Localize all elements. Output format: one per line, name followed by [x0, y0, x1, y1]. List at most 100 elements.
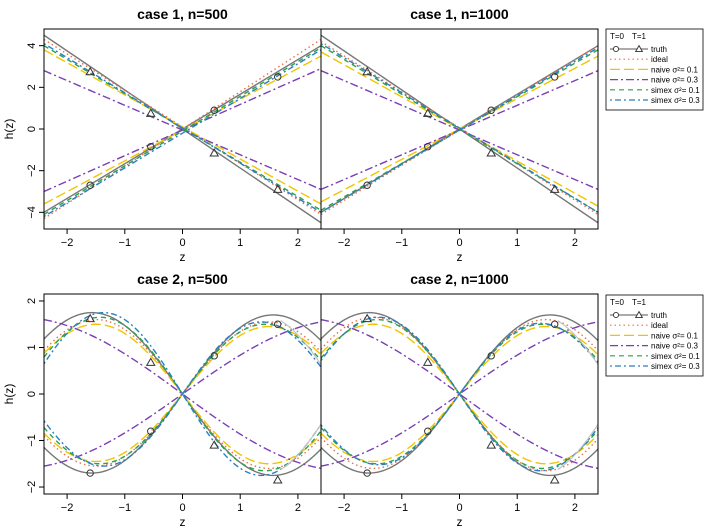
panel-title: case 1, n=500	[137, 6, 228, 22]
series-line	[44, 70, 321, 191]
circle-marker	[363, 181, 371, 189]
legend-label: naive σ²= 0.3	[651, 342, 699, 351]
plot-area	[321, 311, 598, 484]
series-line	[321, 321, 598, 467]
y-tick-label: 1	[26, 344, 38, 350]
x-tick-label: −1	[119, 237, 132, 249]
x-axis-label: z	[180, 250, 186, 264]
series-line	[280, 320, 321, 365]
x-axis-label: z	[457, 250, 463, 264]
legend-label: ideal	[651, 321, 668, 330]
legend-label: naive σ²= 0.1	[651, 65, 699, 74]
y-tick-label: 2	[26, 298, 38, 304]
circle-marker	[210, 352, 218, 360]
triangle-marker	[209, 440, 220, 449]
x-tick-label: 1	[514, 237, 520, 249]
legend-label: simex σ²= 0.1	[651, 86, 700, 95]
panel-1: case 1, n=500 −2 −1 0 1 2 z −4 −2 0 2 4 h(z)	[2, 6, 322, 264]
panel-title: case 2, n=1000	[410, 271, 509, 287]
series-line	[44, 311, 321, 477]
triangle-marker	[272, 475, 283, 484]
legend-label: naive σ²= 0.1	[651, 331, 699, 340]
x-axis-label: z	[457, 515, 463, 529]
series-line	[44, 321, 321, 467]
plot-area	[44, 34, 321, 224]
legend-circle-marker	[612, 45, 620, 53]
series-line	[44, 49, 321, 218]
y-tick-label: −1	[26, 434, 38, 447]
series-line	[321, 318, 598, 470]
series-line	[44, 49, 321, 205]
circle-marker	[551, 73, 559, 81]
y-tick-label: 0	[26, 391, 38, 397]
triangle-marker	[422, 108, 433, 117]
triangle-marker	[85, 66, 96, 76]
series-line	[321, 51, 598, 207]
legend-label: truth	[651, 45, 667, 54]
triangle-marker	[145, 357, 156, 366]
y-tick-label: 0	[26, 126, 38, 132]
legend-label: simex σ²= 0.3	[651, 362, 700, 371]
triangle-marker	[549, 475, 560, 484]
triangle-marker	[362, 66, 373, 76]
x-tick-label: 2	[295, 237, 301, 249]
legend-label: ideal	[651, 55, 668, 64]
circle-marker	[424, 143, 432, 151]
y-tick-label: −2	[26, 164, 38, 177]
circle-marker	[86, 181, 94, 189]
series-line	[321, 47, 598, 213]
y-tick-label: −4	[26, 206, 38, 219]
legend-header-t1: T=1	[632, 32, 647, 41]
legend-header-t1: T=1	[632, 298, 647, 307]
series-line	[44, 42, 321, 213]
legend-triangle-marker	[634, 44, 644, 53]
series-line	[321, 318, 598, 470]
series-line	[44, 34, 321, 224]
x-tick-label: −1	[396, 502, 409, 514]
x-tick-label: −2	[338, 502, 351, 514]
triangle-marker	[422, 357, 433, 366]
plot-area	[321, 34, 598, 224]
legend-label: naive σ²= 0.3	[651, 76, 699, 85]
panel-2: case 1, n=1000 −2 −1 0 1 2 z	[320, 6, 599, 264]
series-line	[557, 320, 598, 365]
x-axis-label: z	[180, 515, 186, 529]
x-tick-label: 0	[456, 237, 462, 249]
panel-4: case 2, n=1000 −2 −1 0 1 2 z	[320, 271, 599, 529]
triangle-marker	[209, 147, 220, 157]
series-line	[280, 423, 321, 470]
x-tick-label: 0	[179, 237, 185, 249]
x-tick-label: −1	[119, 502, 132, 514]
circle-marker	[487, 106, 495, 114]
triangle-marker	[486, 440, 497, 449]
x-tick-label: 2	[295, 502, 301, 514]
x-tick-label: 2	[572, 502, 578, 514]
triangle-marker	[145, 108, 156, 117]
series-line	[44, 321, 321, 467]
y-tick-label: 2	[26, 84, 38, 90]
panel-3: case 2, n=500 −2 −1 0 1 2 z −2 −1 0 1 2 h(z)	[2, 271, 322, 529]
circle-marker	[147, 427, 155, 435]
circle-marker	[147, 143, 155, 151]
series-line	[321, 42, 598, 213]
circle-marker	[424, 427, 432, 435]
legend-header-t0: T=0	[610, 298, 625, 307]
circle-marker	[551, 320, 559, 328]
series-line	[321, 316, 598, 472]
x-tick-label: 1	[237, 237, 243, 249]
x-tick-label: 0	[179, 502, 185, 514]
triangle-marker	[549, 184, 560, 193]
legend-triangle-marker	[634, 310, 644, 319]
circle-marker	[274, 320, 282, 328]
y-tick-label: 4	[26, 43, 38, 49]
series-line	[44, 318, 321, 470]
legend-circle-marker	[612, 311, 620, 319]
panel-title: case 1, n=1000	[410, 6, 509, 22]
circle-marker	[487, 352, 495, 360]
x-tick-label: 1	[514, 502, 520, 514]
legend-label: simex σ²= 0.1	[651, 352, 700, 361]
series-line	[557, 423, 598, 470]
